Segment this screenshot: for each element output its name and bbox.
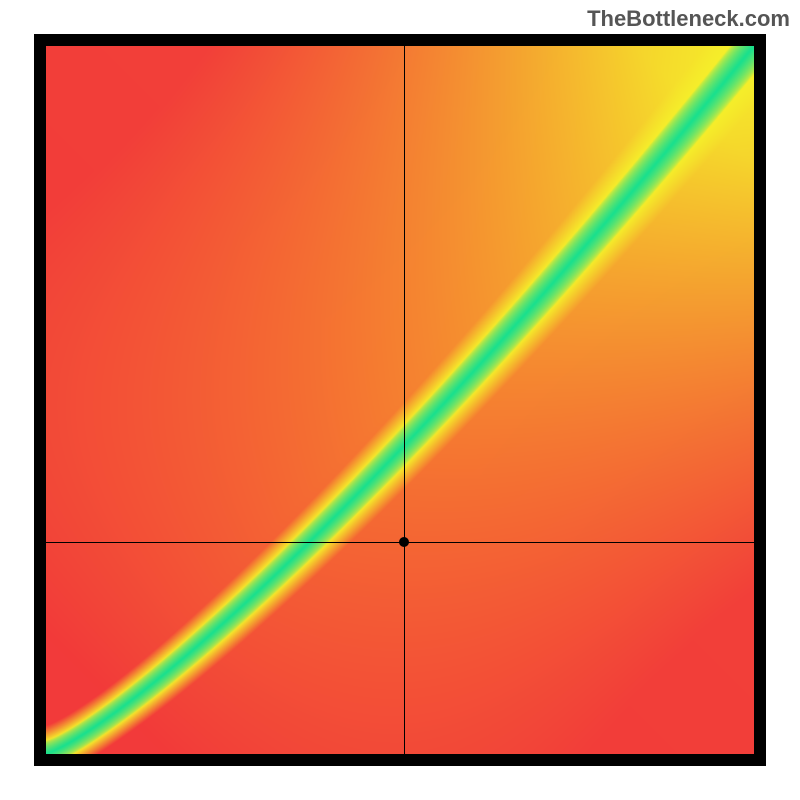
crosshair-vertical [404,46,405,754]
plot-area [46,46,754,754]
watermark-text: TheBottleneck.com [587,6,790,32]
plot-border [34,34,766,766]
marker-dot [399,537,409,547]
bottleneck-heatmap [46,46,754,754]
